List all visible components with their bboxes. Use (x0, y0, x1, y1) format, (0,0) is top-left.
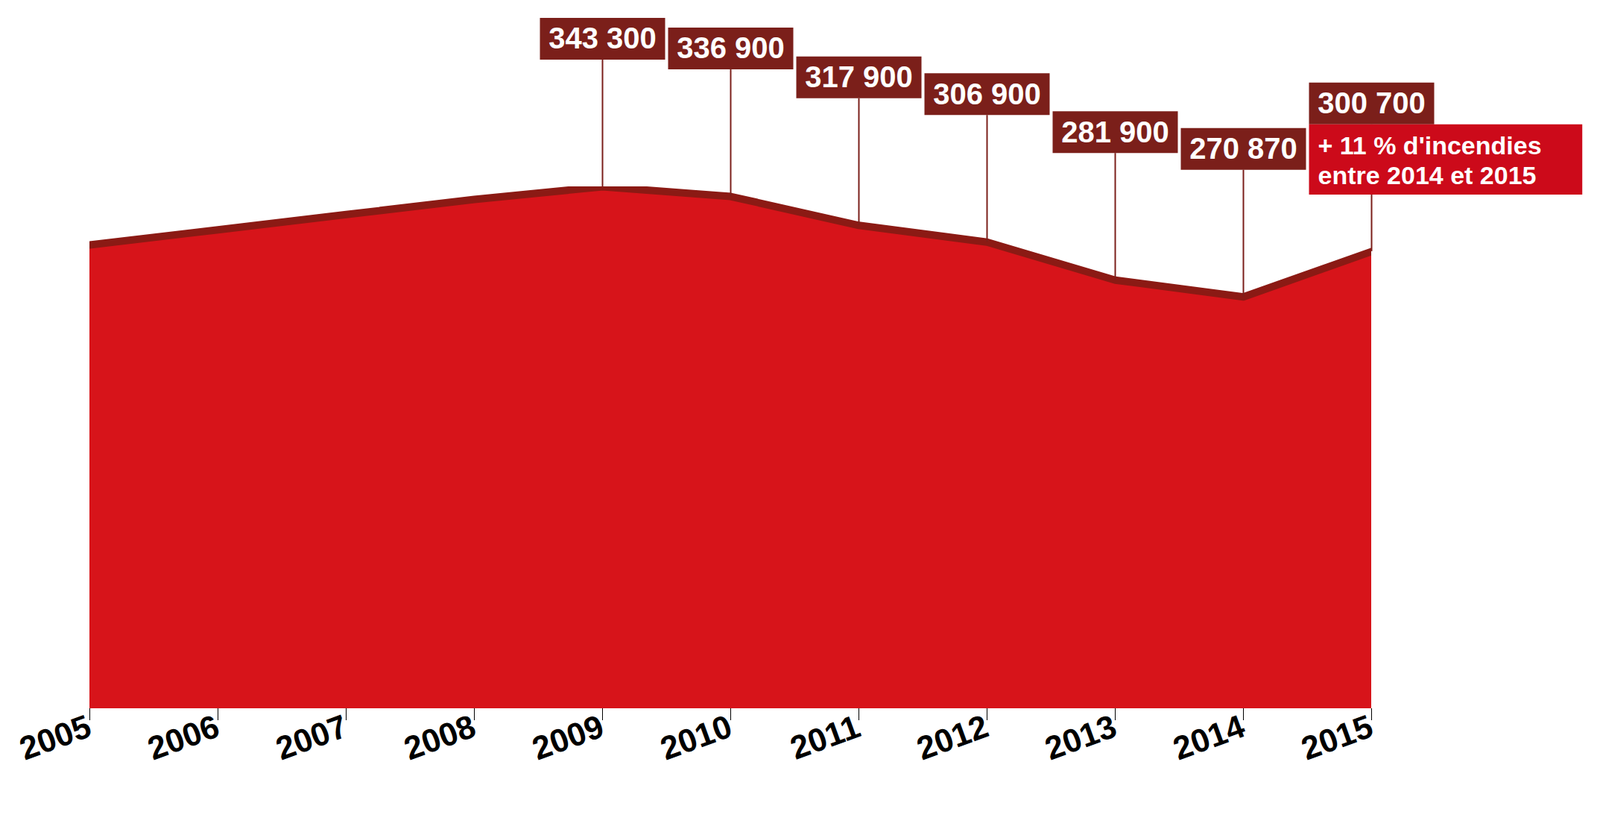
svg-text:2015: 2015 (1296, 707, 1378, 767)
svg-text:2011: 2011 (785, 707, 865, 767)
svg-text:2012: 2012 (912, 707, 994, 767)
svg-text:270 870: 270 870 (1189, 131, 1298, 165)
svg-text:2010: 2010 (655, 707, 738, 767)
svg-text:336 900: 336 900 (676, 31, 785, 65)
svg-text:2008: 2008 (399, 707, 481, 767)
svg-text:306 900: 306 900 (933, 77, 1042, 111)
svg-text:300 700: 300 700 (1317, 86, 1426, 120)
svg-text:2013: 2013 (1040, 707, 1122, 767)
svg-text:+ 11 % d'incendiesentre 2014 e: + 11 % d'incendiesentre 2014 et 2015 (1318, 131, 1542, 189)
svg-text:317 900: 317 900 (804, 60, 913, 94)
svg-text:281 900: 281 900 (1061, 114, 1170, 148)
svg-text:2005: 2005 (14, 707, 97, 767)
svg-text:2007: 2007 (271, 707, 353, 767)
svg-text:343 300: 343 300 (548, 21, 657, 55)
svg-text:2014: 2014 (1168, 707, 1250, 767)
svg-text:2006: 2006 (143, 707, 225, 767)
svg-text:2009: 2009 (527, 707, 609, 767)
